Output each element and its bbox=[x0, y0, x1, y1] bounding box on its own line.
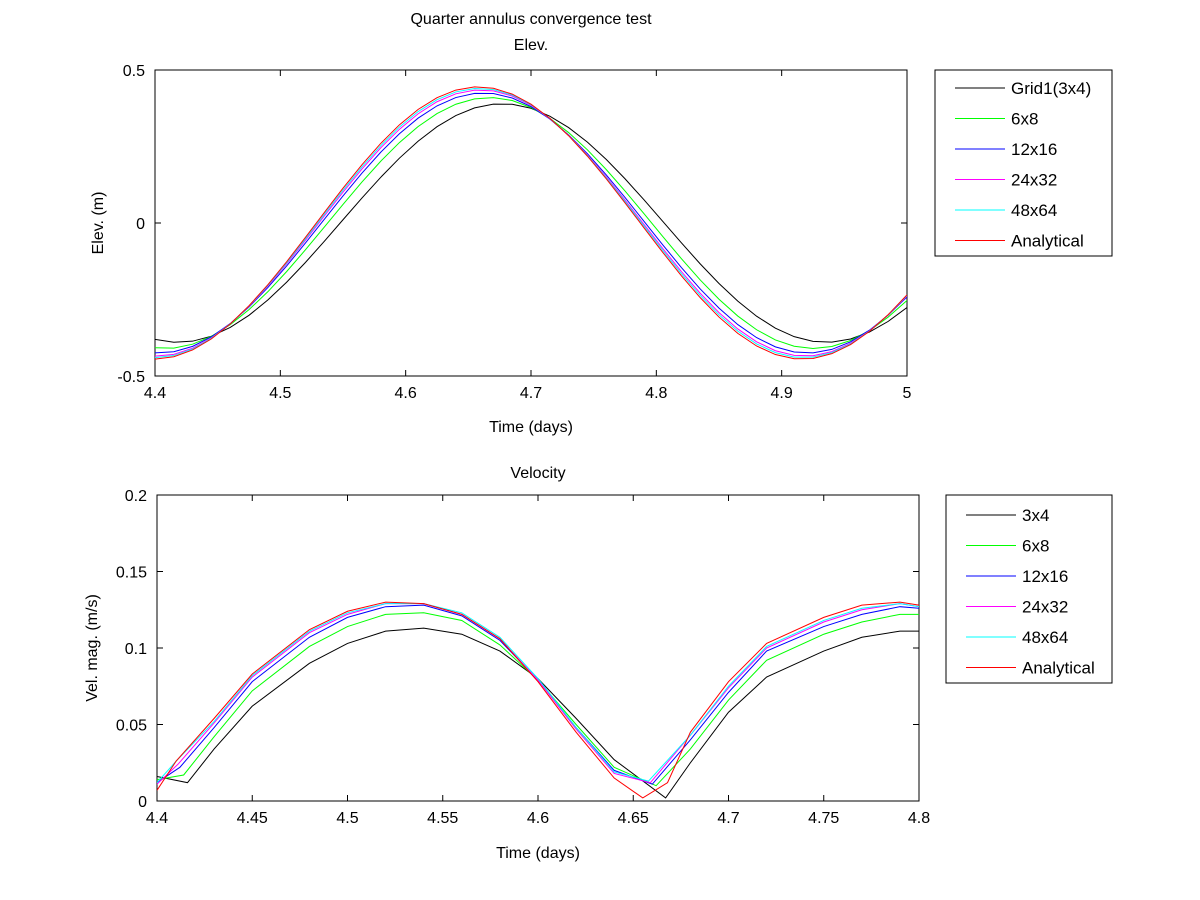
legend-label-24x32: 24x32 bbox=[1011, 171, 1057, 190]
plot-area bbox=[154, 69, 908, 377]
subplot-title: Velocity bbox=[510, 465, 565, 482]
series-line-analytical bbox=[157, 601, 919, 799]
x-axis-label: Time (days) bbox=[489, 419, 573, 436]
x-tick-label: 4.5 bbox=[336, 810, 358, 827]
legend-label-analytical: Analytical bbox=[1011, 232, 1084, 251]
legend-label-grid1-3x4-: Grid1(3x4) bbox=[1011, 79, 1091, 98]
y-tick-label: 0.5 bbox=[123, 63, 145, 80]
y-axis-label: Elev. (m) bbox=[90, 192, 107, 255]
y-tick-label: -0.5 bbox=[117, 369, 145, 386]
legend: 3x4 6x8 12x16 24x32 48x64 Analytical bbox=[945, 494, 1113, 684]
legend-label-12x16: 12x16 bbox=[1011, 140, 1057, 159]
figure-suptitle: Quarter annulus convergence test bbox=[410, 11, 652, 28]
x-tick-label: 4.45 bbox=[237, 810, 268, 827]
y-tick-label: 0.05 bbox=[116, 718, 147, 735]
x-tick-label: 4.4 bbox=[144, 385, 166, 402]
y-tick-label: 0.1 bbox=[125, 641, 147, 658]
x-tick-label: 4.9 bbox=[771, 385, 793, 402]
legend-label-48x64: 48x64 bbox=[1011, 201, 1057, 220]
series-line-analytical bbox=[155, 86, 907, 360]
legend-label-12x16: 12x16 bbox=[1022, 567, 1068, 586]
series-line-grid1-3x4- bbox=[155, 103, 907, 343]
plot-area bbox=[156, 494, 920, 802]
legend-box bbox=[934, 69, 1113, 257]
x-axis-label: Time (days) bbox=[496, 845, 580, 862]
elevation-subplot: 4.4 4.5 4.6 4.7 4.8 4.9 5 -0.5 0 0.5 Elev. Time (da… bbox=[90, 37, 1113, 436]
y-tick-label: 0.15 bbox=[116, 565, 147, 582]
legend-label-48x64: 48x64 bbox=[1022, 628, 1068, 647]
x-tick-label: 4.5 bbox=[269, 385, 291, 402]
y-tick-label: 0 bbox=[136, 216, 145, 233]
subplot-title: Elev. bbox=[514, 37, 548, 54]
x-tick-label: 4.6 bbox=[395, 385, 417, 402]
x-tick-label: 4.8 bbox=[908, 810, 930, 827]
series-line-12x16 bbox=[155, 92, 907, 354]
x-tick-label: 4.4 bbox=[146, 810, 168, 827]
legend: Grid1(3x4) 6x8 12x16 24x32 48x64 Analytical bbox=[934, 69, 1113, 257]
x-tick-label: 5 bbox=[903, 385, 912, 402]
series-line-48x64 bbox=[157, 603, 919, 783]
y-tick-label: 0 bbox=[138, 794, 147, 811]
x-tick-label: 4.75 bbox=[808, 810, 839, 827]
series-line-24x32 bbox=[157, 603, 919, 785]
x-tick-label: 4.6 bbox=[527, 810, 549, 827]
y-axis-label: Vel. mag. (m/s) bbox=[84, 594, 101, 702]
x-tick-label: 4.65 bbox=[618, 810, 649, 827]
legend-box bbox=[945, 494, 1113, 684]
legend-label-24x32: 24x32 bbox=[1022, 598, 1068, 617]
x-tick-label: 4.7 bbox=[717, 810, 739, 827]
legend-label-analytical: Analytical bbox=[1022, 659, 1095, 678]
series-group bbox=[155, 86, 907, 360]
series-line-6x8 bbox=[155, 97, 907, 349]
legend-label-6x8: 6x8 bbox=[1022, 537, 1049, 556]
x-tick-label: 4.55 bbox=[427, 810, 458, 827]
y-tick-label: 0.2 bbox=[125, 488, 147, 505]
velocity-subplot: 4.4 4.45 4.5 4.55 4.6 4.65 4.7 4.75 4.8 0 0.05 0.1 0… bbox=[84, 465, 1113, 862]
x-tick-label: 4.8 bbox=[645, 385, 667, 402]
x-tick-label: 4.7 bbox=[520, 385, 542, 402]
legend-label-3x4: 3x4 bbox=[1022, 506, 1049, 525]
legend-label-6x8: 6x8 bbox=[1011, 110, 1038, 129]
series-group bbox=[157, 601, 919, 799]
